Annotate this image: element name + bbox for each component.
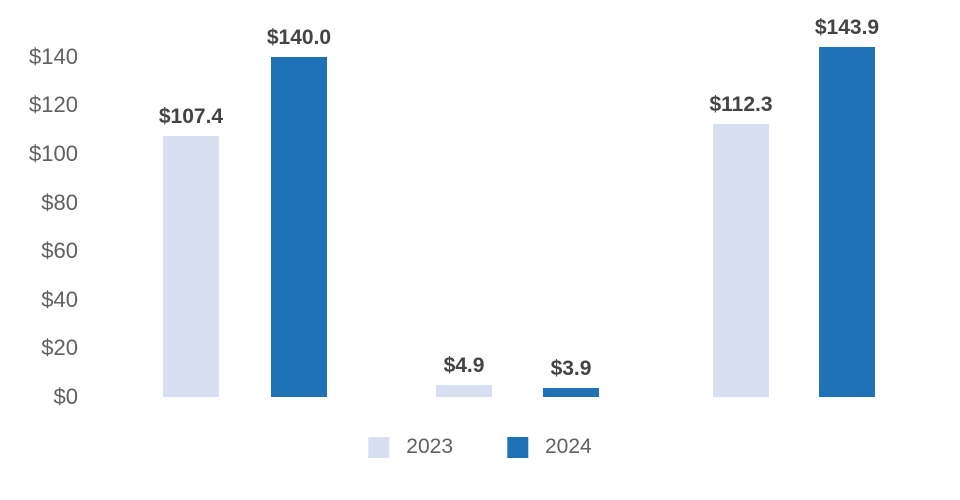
bar-value-label-2024-group2: $3.9 (550, 357, 592, 380)
y-axis-tick-label: $40 (41, 286, 78, 312)
legend-swatch-2024 (507, 436, 528, 458)
legend: 2023 2024 (368, 436, 592, 458)
bar-2023-group2 (436, 385, 492, 397)
bar-2023-group1 (163, 136, 219, 397)
bar-2024-group1 (271, 57, 327, 397)
bar-2024-group3 (819, 47, 875, 397)
y-axis-tick-label: $80 (41, 189, 78, 215)
legend-item-2024: 2024 (507, 436, 592, 458)
y-axis-tick-label: $60 (41, 238, 78, 264)
legend-item-2023: 2023 (368, 436, 453, 458)
bar-value-label-2024-group3: $143.9 (814, 16, 880, 39)
bar-value-label-2023-group1: $107.4 (158, 105, 224, 128)
bar-value-label-2023-group3: $112.3 (709, 93, 773, 116)
bar-2023-group3 (713, 124, 769, 397)
y-axis-tick-label: $100 (29, 141, 78, 166)
y-axis-tick-label: $20 (41, 335, 78, 361)
legend-swatch-2023 (368, 436, 390, 458)
y-axis-tick-label: $120 (29, 92, 78, 118)
legend-label-2023: 2023 (406, 435, 453, 458)
y-axis-tick-label: $140 (29, 43, 78, 69)
bar-value-label-2023-group2: $4.9 (443, 354, 485, 377)
legend-label-2024: 2024 (545, 435, 592, 458)
bar-2024-group2 (543, 388, 599, 397)
y-axis-tick-label: $0 (53, 384, 78, 409)
bar-value-label-2024-group1: $140.0 (266, 26, 332, 49)
